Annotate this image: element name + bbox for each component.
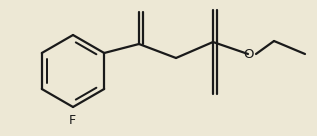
Text: F: F [68, 114, 75, 127]
Text: O: O [244, 49, 254, 61]
